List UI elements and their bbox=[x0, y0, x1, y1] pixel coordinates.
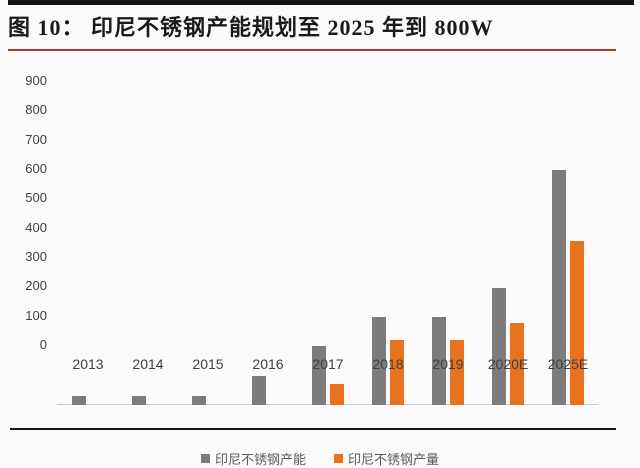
bottom-rule bbox=[10, 428, 616, 430]
bar-capacity-2014 bbox=[132, 396, 146, 405]
x-tick-label-2017: 2017 bbox=[312, 356, 344, 372]
y-tick-label-300: 300 bbox=[25, 249, 47, 264]
bar-capacity-2017 bbox=[312, 346, 326, 405]
y-tick-label-700: 700 bbox=[25, 131, 47, 147]
production-legend-swatch-icon bbox=[334, 453, 343, 463]
bar-production-2017 bbox=[330, 384, 344, 405]
bar-capacity-2019 bbox=[432, 317, 446, 405]
plot-area bbox=[58, 141, 598, 405]
capacity-legend-swatch-icon bbox=[200, 453, 210, 463]
bar-production-2019 bbox=[450, 340, 464, 405]
bar-production-2025E bbox=[570, 240, 584, 405]
bar-production-2020E bbox=[510, 322, 524, 405]
x-axis-baseline bbox=[57, 404, 598, 405]
production-legend-label: 印尼不锈钢产量 bbox=[348, 451, 440, 467]
legend-item-production: 印尼不锈钢产量 bbox=[334, 449, 439, 468]
y-tick-label-100: 100 bbox=[25, 307, 47, 323]
bar-capacity-2015 bbox=[192, 396, 206, 405]
bar-capacity-2018 bbox=[372, 317, 386, 405]
bar-capacity-2025E bbox=[552, 170, 566, 405]
x-tick-label-2014: 2014 bbox=[132, 356, 164, 372]
y-tick-label-200: 200 bbox=[25, 278, 47, 294]
bar-chart: 900 800 700 600 500 400 300 200 100 0 2013 2014 201… bbox=[0, 60, 640, 467]
figure-title: 图 10： 印尼不锈钢产能规划至 2025 年到 800W bbox=[8, 15, 494, 40]
bar-capacity-2020E bbox=[492, 287, 506, 405]
top-rule bbox=[8, 0, 634, 5]
y-tick-label-600: 600 bbox=[25, 161, 47, 176]
x-tick-label-2018: 2018 bbox=[372, 356, 404, 372]
x-tick-label-2019: 2019 bbox=[432, 356, 464, 372]
y-tick-label-800: 800 bbox=[25, 102, 47, 118]
y-tick-label-900: 900 bbox=[25, 73, 47, 88]
bar-capacity-2013 bbox=[72, 396, 86, 405]
bar-capacity-2016 bbox=[252, 375, 266, 405]
title-underline-rule bbox=[8, 49, 616, 51]
chart-legend: 印尼不锈钢产能 印尼不锈钢产量 bbox=[0, 449, 640, 467]
legend-item-capacity: 印尼不锈钢产能 bbox=[200, 449, 306, 468]
x-tick-label-2020E: 2020E bbox=[487, 356, 529, 372]
y-tick-label-400: 400 bbox=[25, 219, 47, 235]
x-tick-label-2016: 2016 bbox=[252, 356, 284, 372]
bar-production-2018 bbox=[390, 340, 404, 405]
capacity-legend-label: 印尼不锈钢产能 bbox=[214, 451, 306, 467]
x-tick-label-2025E: 2025E bbox=[547, 356, 589, 372]
y-tick-label-500: 500 bbox=[25, 190, 47, 206]
y-tick-label-0: 0 bbox=[39, 337, 47, 352]
x-tick-label-2015: 2015 bbox=[192, 356, 224, 372]
x-tick-label-2013: 2013 bbox=[72, 356, 104, 372]
